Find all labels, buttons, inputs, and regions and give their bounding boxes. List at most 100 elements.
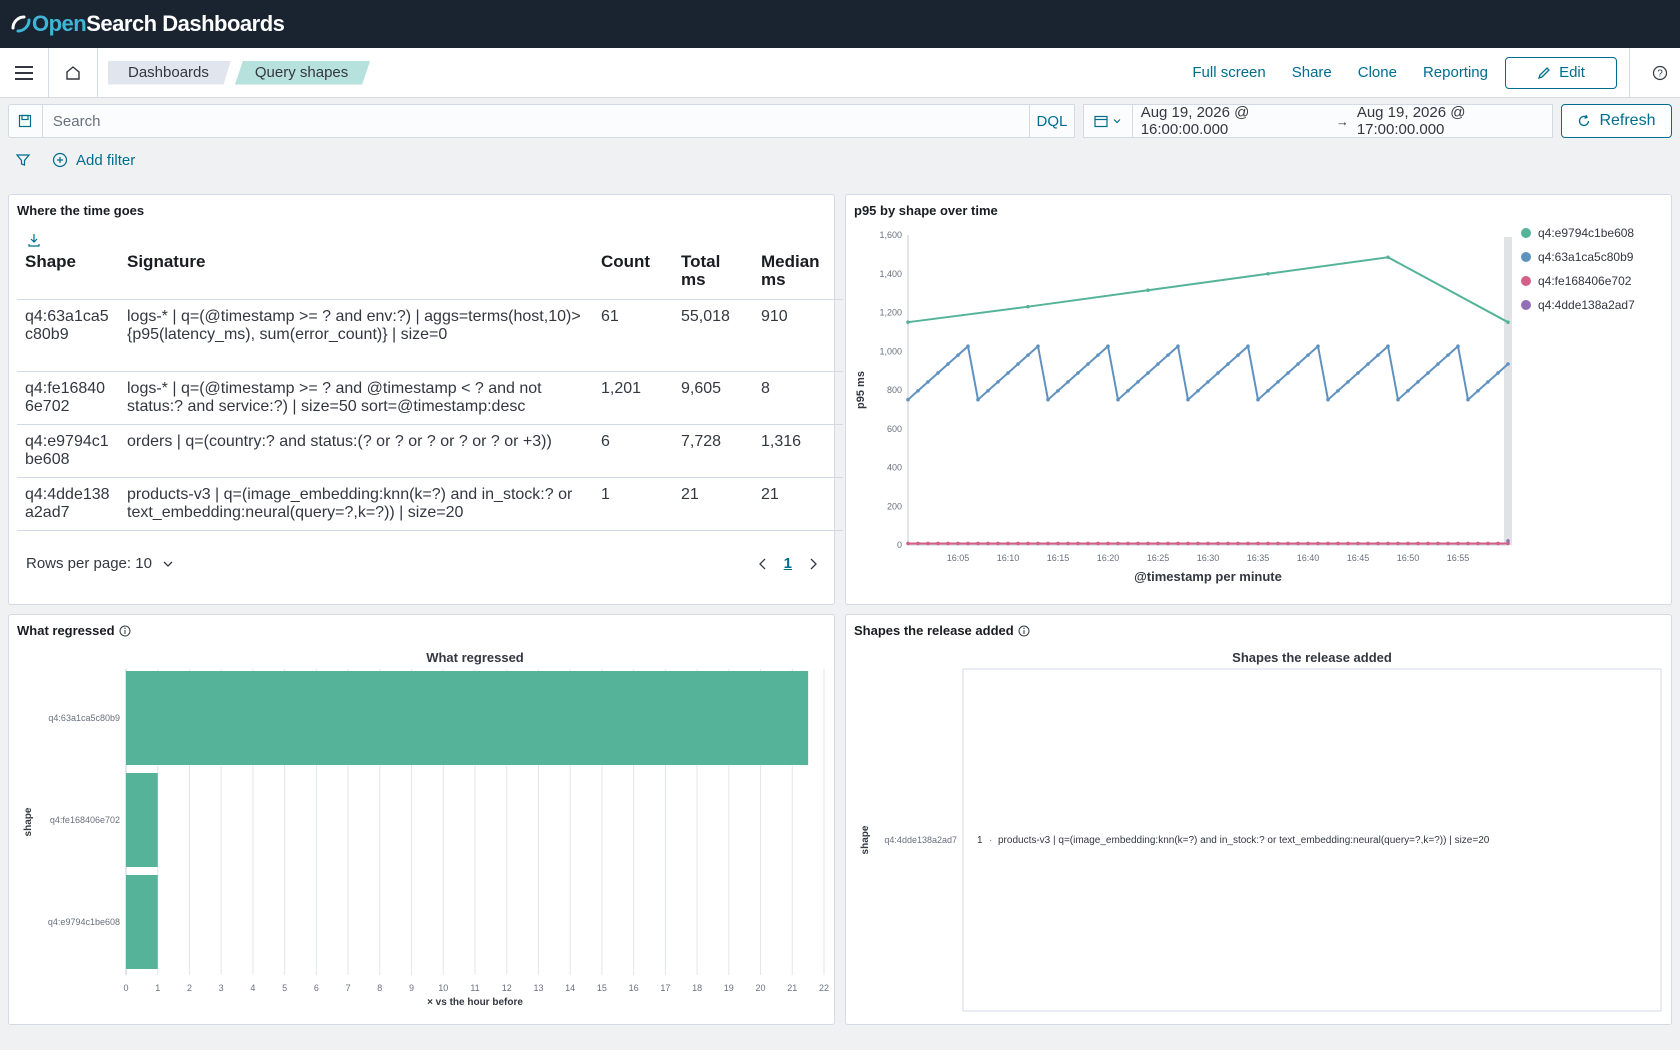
data-point	[1506, 362, 1510, 366]
cell-total-ms: 7,728	[673, 424, 753, 478]
cell-count: 61	[593, 299, 673, 372]
chevron-left-icon[interactable]	[758, 558, 768, 570]
data-point	[1146, 371, 1150, 375]
table-row: q4:fe168406e702 logs-* | q=(@timestamp >…	[17, 371, 843, 425]
pagination: 1	[758, 555, 818, 572]
refresh-label: Refresh	[1599, 112, 1656, 129]
series-line-q4-e9794c1be608	[907, 256, 1509, 324]
page-number[interactable]: 1	[783, 555, 792, 572]
x-tick-label: 16:55	[1447, 553, 1470, 563]
x-tick-label: 10	[438, 983, 448, 993]
column-header-median-ms[interactable]: Median ms	[753, 249, 843, 300]
data-point	[1166, 541, 1170, 546]
data-point	[1186, 541, 1190, 546]
data-point	[906, 320, 910, 324]
cell-total-ms: 9,605	[673, 371, 753, 425]
data-point	[1406, 388, 1410, 393]
share-link[interactable]: Share	[1291, 64, 1332, 81]
hamburger-icon	[15, 65, 33, 80]
data-point	[1296, 362, 1300, 366]
home-button[interactable]	[49, 48, 97, 98]
data-point	[1396, 541, 1400, 546]
data-point	[1036, 541, 1040, 546]
x-tick-label: 16:10	[997, 553, 1020, 563]
data-point	[1146, 541, 1150, 546]
data-point	[1326, 397, 1330, 402]
search-input[interactable]: Search	[41, 104, 1030, 138]
data-point	[1496, 371, 1500, 375]
start-date[interactable]: Aug 19, 2026 @ 16:00:00.000	[1140, 104, 1250, 138]
saved-queries-button[interactable]	[8, 104, 42, 138]
data-point	[1286, 371, 1290, 375]
data-point	[996, 380, 1000, 384]
breadcrumb: Dashboards Query shapes	[108, 60, 371, 85]
panel-title-text: Shapes the release added	[854, 623, 1014, 638]
data-point	[1156, 541, 1160, 546]
rows-per-page-button[interactable]: Rows per page: 10	[26, 555, 174, 572]
data-point	[926, 380, 930, 384]
edit-button[interactable]: Edit	[1505, 56, 1617, 89]
legend-item: q4:63a1ca5c80b9	[1538, 250, 1634, 264]
cell-signature: logs-* | q=(@timestamp >= ? and @timesta…	[119, 371, 593, 425]
breadcrumb-dashboards[interactable]: Dashboards	[108, 60, 231, 85]
data-point	[1436, 541, 1440, 546]
y-axis-label: shape	[23, 807, 34, 836]
dql-toggle[interactable]: DQL	[1029, 104, 1076, 138]
data-point	[1366, 362, 1370, 366]
opensearch-logo[interactable]: Open Search Dashboards	[10, 11, 285, 37]
shapes-table: Shape Signature Count Total ms Median ms…	[17, 249, 843, 531]
data-point	[1276, 380, 1280, 384]
menu-button[interactable]	[0, 48, 48, 98]
column-header-shape[interactable]: Shape	[17, 249, 119, 300]
panel-p95-over-time: p95 by shape over time 0 200 400 600 800 1,00…	[845, 194, 1672, 605]
x-tick-label: 9	[409, 983, 414, 993]
data-point	[1036, 344, 1040, 349]
quick-menu-button[interactable]	[1084, 104, 1133, 138]
download-icon[interactable]	[27, 233, 41, 247]
refresh-button[interactable]: Refresh	[1560, 104, 1672, 138]
x-tick-label: 2	[187, 983, 192, 993]
y-axis-label: shape	[860, 825, 871, 854]
add-filter-button[interactable]: Add filter	[52, 152, 135, 169]
help-icon: ?	[1652, 65, 1668, 80]
brand-suffix: Search Dashboards	[86, 11, 285, 36]
data-point	[1136, 541, 1140, 546]
full-screen-link[interactable]: Full screen	[1192, 64, 1266, 81]
panel-title-text: What regressed	[17, 623, 115, 638]
column-header-total-ms[interactable]: Total ms	[673, 249, 753, 300]
data-point	[1416, 380, 1420, 384]
column-header-signature[interactable]: Signature	[119, 249, 593, 300]
x-tick-label: 0	[123, 983, 128, 993]
end-date[interactable]: Aug 19, 2026 @ 17:00:00.000	[1356, 104, 1466, 138]
separator: ·	[989, 835, 992, 846]
data-point	[1046, 541, 1050, 546]
chevron-right-icon[interactable]	[808, 558, 818, 570]
y-tick-label: q4:e9794c1be608	[48, 917, 120, 927]
info-icon[interactable]	[119, 625, 131, 637]
reporting-link[interactable]: Reporting	[1422, 64, 1488, 81]
refresh-icon	[1579, 114, 1590, 127]
data-point	[1066, 380, 1070, 384]
data-point	[926, 541, 930, 546]
clone-link[interactable]: Clone	[1357, 64, 1397, 81]
y-tick-label: 1,200	[879, 308, 902, 318]
data-point	[1116, 397, 1120, 402]
data-point	[1326, 541, 1330, 546]
legend-item: q4:e9794c1be608	[1538, 226, 1634, 240]
column-header-count[interactable]: Count	[593, 249, 673, 300]
filter-icon[interactable]	[16, 153, 30, 167]
data-point	[1496, 541, 1500, 546]
x-tick-label: 5	[282, 983, 287, 993]
legend-item: q4:4dde138a2ad7	[1538, 298, 1635, 312]
data-point	[1316, 344, 1320, 349]
help-button[interactable]: ?	[1640, 65, 1680, 81]
cell-median-ms: 21	[753, 477, 843, 531]
y-tick-label: 1,600	[879, 230, 902, 240]
data-point	[1336, 541, 1340, 546]
data-point	[1276, 541, 1280, 546]
x-tick-label: 16:30	[1197, 553, 1220, 563]
query-bar: Search DQL Aug 19, 2026 @ 16:00:00.000 →…	[8, 104, 1672, 138]
data-point	[1236, 541, 1240, 546]
data-point	[1216, 541, 1220, 546]
info-icon[interactable]	[1018, 625, 1030, 637]
